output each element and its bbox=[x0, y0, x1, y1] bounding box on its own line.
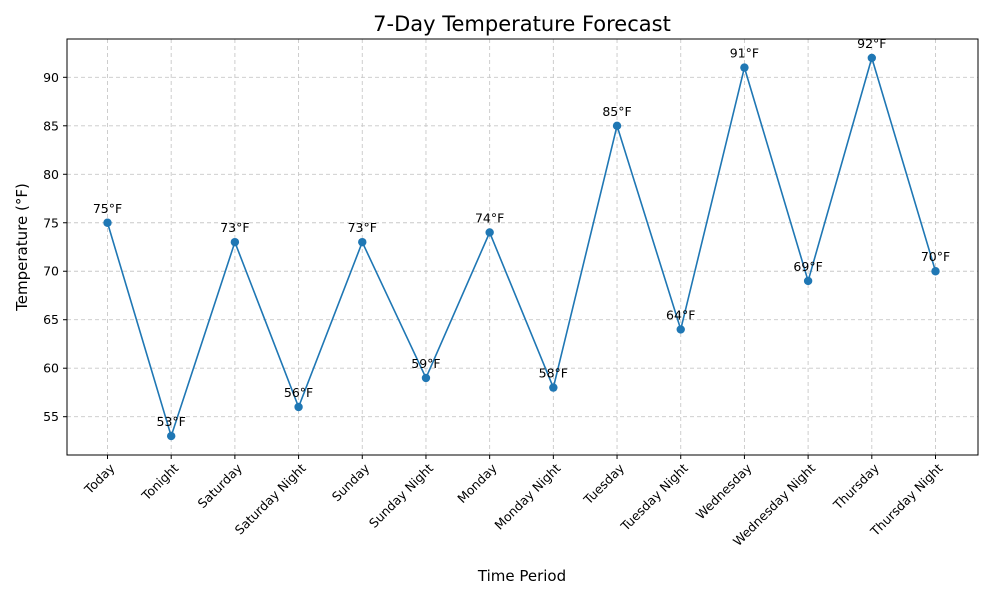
x-tick-label: Wednesday bbox=[693, 460, 755, 522]
y-tick-label: 80 bbox=[43, 167, 59, 182]
x-tick-label: Sunday bbox=[329, 460, 373, 504]
data-point bbox=[230, 237, 240, 247]
data-point bbox=[103, 218, 112, 227]
data-label: 56°F bbox=[284, 385, 313, 400]
data-label: 74°F bbox=[475, 210, 504, 225]
x-tick-label: Tonight bbox=[138, 460, 181, 503]
data-label: 59°F bbox=[411, 356, 440, 371]
x-tick-label: Monday Night bbox=[491, 460, 563, 532]
chart-title: 7-Day Temperature Forecast bbox=[373, 12, 671, 36]
data-point bbox=[740, 63, 749, 72]
y-axis-ticks: 55 60 65 70 75 80 85 90 bbox=[43, 70, 67, 424]
y-tick-label: 85 bbox=[43, 118, 59, 133]
data-point bbox=[421, 373, 431, 383]
data-label: 69°F bbox=[793, 259, 822, 274]
y-tick-label: 65 bbox=[43, 312, 59, 327]
data-point bbox=[612, 121, 622, 130]
data-label: 85°F bbox=[602, 104, 631, 119]
data-point bbox=[549, 383, 558, 392]
y-axis-label: Temperature (°F) bbox=[13, 183, 31, 312]
data-point bbox=[358, 237, 367, 247]
y-tick-label: 60 bbox=[43, 361, 59, 376]
grid-layer bbox=[67, 39, 978, 455]
x-tick-label: Today bbox=[81, 460, 118, 497]
series-layer: 75°F 53°F 73°F 56°F 73°F 59°F 74°F 58°F 85°F 64°F… bbox=[93, 36, 950, 441]
data-point bbox=[931, 267, 940, 276]
x-tick-label: Saturday bbox=[195, 460, 246, 511]
data-label: 73°F bbox=[348, 220, 377, 235]
data-point bbox=[676, 325, 685, 334]
data-point bbox=[803, 276, 813, 286]
x-tick-label: Sunday Night bbox=[366, 460, 436, 530]
data-point bbox=[166, 431, 176, 441]
y-tick-label: 55 bbox=[43, 409, 59, 424]
x-tick-label: Monday bbox=[454, 460, 500, 506]
data-label: 64°F bbox=[666, 307, 695, 322]
x-tick-label: Tuesday Night bbox=[617, 460, 691, 534]
y-tick-label: 70 bbox=[43, 264, 59, 279]
series-line bbox=[106, 55, 937, 439]
data-label: 53°F bbox=[157, 414, 186, 429]
data-point bbox=[294, 402, 303, 412]
x-axis-label: Time Period bbox=[477, 567, 566, 585]
x-tick-label: Tuesday bbox=[580, 460, 628, 508]
y-tick-label: 90 bbox=[43, 70, 59, 85]
plot-frame bbox=[66, 38, 979, 456]
data-label: 75°F bbox=[93, 201, 122, 216]
data-point bbox=[867, 53, 877, 63]
data-label: 92°F bbox=[857, 36, 886, 51]
data-label: 73°F bbox=[220, 220, 249, 235]
x-tick-label: Thursday bbox=[830, 460, 883, 513]
data-label: 91°F bbox=[730, 46, 759, 61]
data-point bbox=[485, 228, 494, 237]
y-tick-label: 75 bbox=[43, 215, 59, 230]
data-label: 70°F bbox=[921, 249, 950, 264]
data-label: 58°F bbox=[539, 366, 568, 381]
